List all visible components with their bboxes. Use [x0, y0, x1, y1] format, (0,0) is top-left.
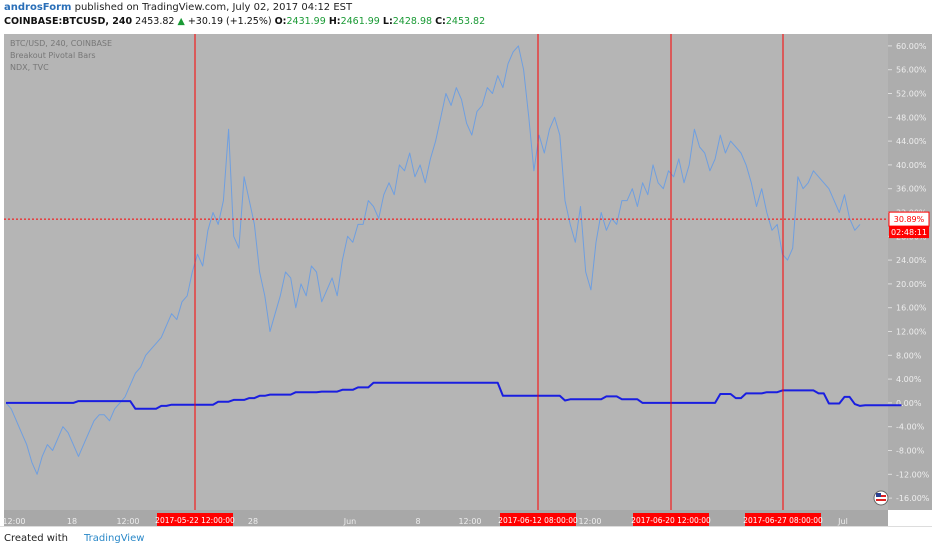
y-tick-label: -12.00%: [896, 470, 930, 479]
high-value: 2461.99: [340, 16, 380, 27]
high-label: H:: [328, 16, 341, 27]
y-tick-label: 20.00%: [896, 280, 927, 289]
price-label: 30.89%: [894, 215, 925, 224]
x-tick-label: 28: [248, 517, 258, 526]
marker-date-label: 2017-06-20 12:00:00: [631, 516, 711, 525]
y-tick-label: 44.00%: [896, 137, 927, 146]
x-tick-label: Jun: [343, 517, 357, 526]
close-label: C:: [435, 16, 446, 27]
y-tick-label: 4.00%: [896, 375, 922, 384]
x-tick-label: 8: [415, 517, 420, 526]
marker-date-label: 2017-06-27 08:00:00: [743, 516, 823, 525]
y-tick-label: 48.00%: [896, 113, 927, 122]
y-tick-label: 16.00%: [896, 304, 927, 313]
symbol-label: COINBASE:BTCUSD, 240: [4, 16, 133, 27]
publish-line: androsForm published on TradingView.com,…: [4, 2, 352, 13]
marker-date-label: 2017-05-22 12:00:00: [155, 516, 235, 525]
y-tick-label: 60.00%: [896, 42, 927, 51]
created-with-label: Created with: [4, 533, 68, 544]
x-tick-label: 12:00: [578, 517, 601, 526]
marker-label-bg: [157, 513, 233, 527]
x-tick-label: Jul: [837, 517, 848, 526]
footer: Created with TradingView: [0, 526, 932, 551]
price-change: +30.19 (+1.25%): [187, 16, 272, 27]
symbol-line: COINBASE:BTCUSD, 240 2453.82 ▲ +30.19 (+…: [4, 16, 485, 27]
marker-label-bg: [500, 513, 576, 527]
y-tick-label: 24.00%: [896, 256, 927, 265]
x-tick-label: 18: [67, 517, 77, 526]
y-axis-panel: [888, 34, 932, 510]
change-arrow-icon: ▲: [177, 16, 185, 27]
countdown-label-bg: [889, 226, 929, 239]
legend-indicator: Breakout Pivotal Bars: [10, 51, 96, 60]
y-tick-label: -4.00%: [896, 423, 925, 432]
y-tick-label: 36.00%: [896, 185, 927, 194]
y-tick-label: 56.00%: [896, 66, 927, 75]
series-line-1: [6, 381, 902, 410]
open-label: O:: [274, 16, 287, 27]
close-value: 2453.82: [445, 16, 486, 27]
flag-stripe: [876, 499, 886, 501]
marker-label-bg: [633, 513, 709, 527]
author-name[interactable]: androsForm: [4, 2, 72, 13]
marker-date-label: 2017-06-12 08:00:00: [498, 516, 578, 525]
chart-legend: BTC/USD, 240, COINBASE Breakout Pivotal …: [10, 38, 112, 74]
chart-header: androsForm published on TradingView.com,…: [0, 0, 932, 30]
low-value: 2428.98: [392, 16, 433, 27]
low-label: L:: [382, 16, 393, 27]
open-value: 2431.99: [286, 16, 326, 27]
tradingview-logo[interactable]: TradingView: [84, 533, 145, 544]
legend-ndx: NDX, TVC: [10, 63, 49, 72]
legend-btc: BTC/USD, 240, COINBASE: [10, 39, 113, 48]
price-chart[interactable]: 60.00% 56.00% 52.00% 48.00% 44.00% 40.00% 36.0…: [0, 30, 932, 527]
plot-background: [4, 34, 888, 510]
x-tick-label: 12:00: [2, 517, 25, 526]
y-tick-label: 12.00%: [896, 328, 927, 337]
y-tick-label: 40.00%: [896, 161, 927, 170]
published-text: published on TradingView.com, July 02, 2…: [74, 2, 353, 13]
y-tick-label: 8.00%: [896, 351, 922, 360]
countdown-label: 02:48:11: [891, 228, 927, 237]
series-line-0: [5, 45, 861, 475]
chart-area[interactable]: 60.00% 56.00% 52.00% 48.00% 44.00% 40.00% 36.0…: [0, 30, 932, 527]
y-tick-label: 0.00%: [896, 399, 922, 408]
last-price: 2453.82: [135, 16, 175, 27]
y-tick-label: -16.00%: [896, 494, 930, 503]
y-tick-label: -8.00%: [896, 447, 925, 456]
x-tick-label: 12:00: [458, 517, 481, 526]
marker-label-bg: [745, 513, 821, 527]
flag-canton: [876, 493, 881, 497]
x-tick-label: 12:00: [116, 517, 139, 526]
y-tick-label: 52.00%: [896, 90, 927, 99]
